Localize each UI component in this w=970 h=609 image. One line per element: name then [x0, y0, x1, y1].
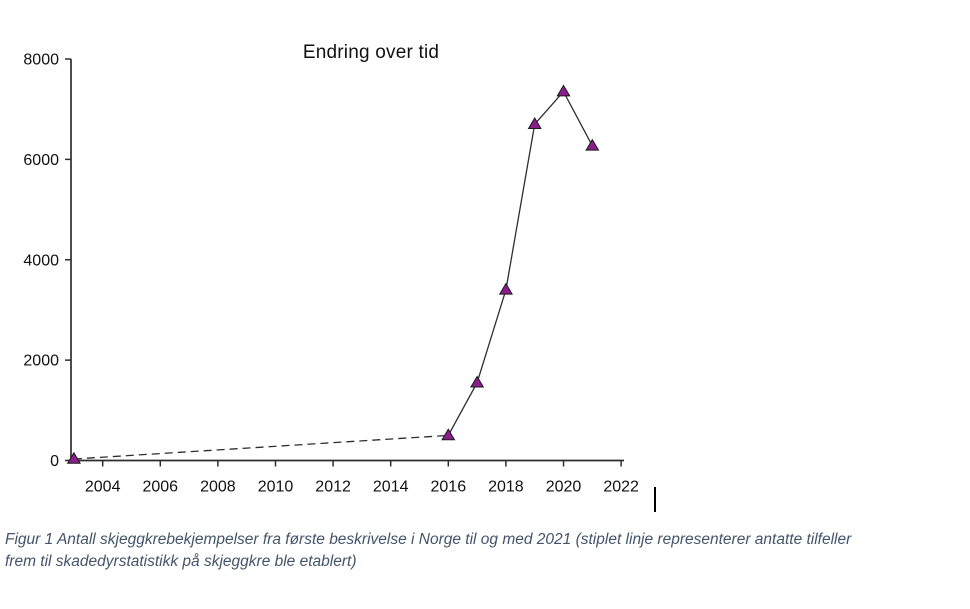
figure-caption-line-2: frem til skadedyrstatistikk på skjeggkre… — [5, 553, 357, 570]
x-axis-tick-label: 2014 — [373, 479, 409, 496]
data-point-marker — [470, 375, 485, 388]
axes — [70, 59, 624, 462]
series-line-solid — [447, 90, 593, 436]
x-axis-tick-label: 2018 — [488, 479, 524, 496]
y-axis-tick-label: 2000 — [23, 353, 59, 370]
figure-caption: Figur 1 Antall skjeggkrebekjempelser fra… — [5, 529, 965, 573]
x-axis-tick-label: 2010 — [258, 479, 294, 496]
text-cursor-caret — [654, 487, 656, 512]
x-axis-tick-label: 2006 — [142, 479, 178, 496]
x-axis-tick-label: 2022 — [603, 479, 639, 496]
y-axis-tick-label: 6000 — [23, 152, 59, 169]
chart-title: Endring over tid — [302, 42, 440, 63]
line-chart-svg: 0 2000 4000 6000 8000 2004 2006 2008 2010 2012 201… — [23, 52, 639, 496]
y-axis-tick-label: 4000 — [23, 252, 59, 269]
x-axis-tick-label: 2008 — [200, 479, 236, 496]
figure-line-chart[interactable]: 0 2000 4000 6000 8000 2004 2006 2008 2010 2012 201… — [0, 0, 700, 520]
series-line-dashed — [73, 434, 449, 460]
data-point-marker — [66, 451, 81, 464]
figure-caption-line-1: Figur 1 Antall skjeggkrebekjempelser fra… — [5, 531, 852, 548]
data-point-marker — [556, 84, 571, 97]
data-point-marker — [498, 282, 513, 295]
x-axis-tick-label: 2016 — [431, 479, 467, 496]
data-point-marker — [585, 138, 600, 151]
x-axis-tick-label: 2020 — [546, 479, 582, 496]
x-axis-tick-label: 2004 — [85, 479, 121, 496]
y-axis-tick-label: 8000 — [23, 52, 59, 69]
data-point-marker — [441, 428, 456, 441]
x-axis-tick-label: 2012 — [315, 479, 351, 496]
y-axis-tick-label: 0 — [50, 453, 59, 470]
data-point-marker — [527, 117, 542, 130]
